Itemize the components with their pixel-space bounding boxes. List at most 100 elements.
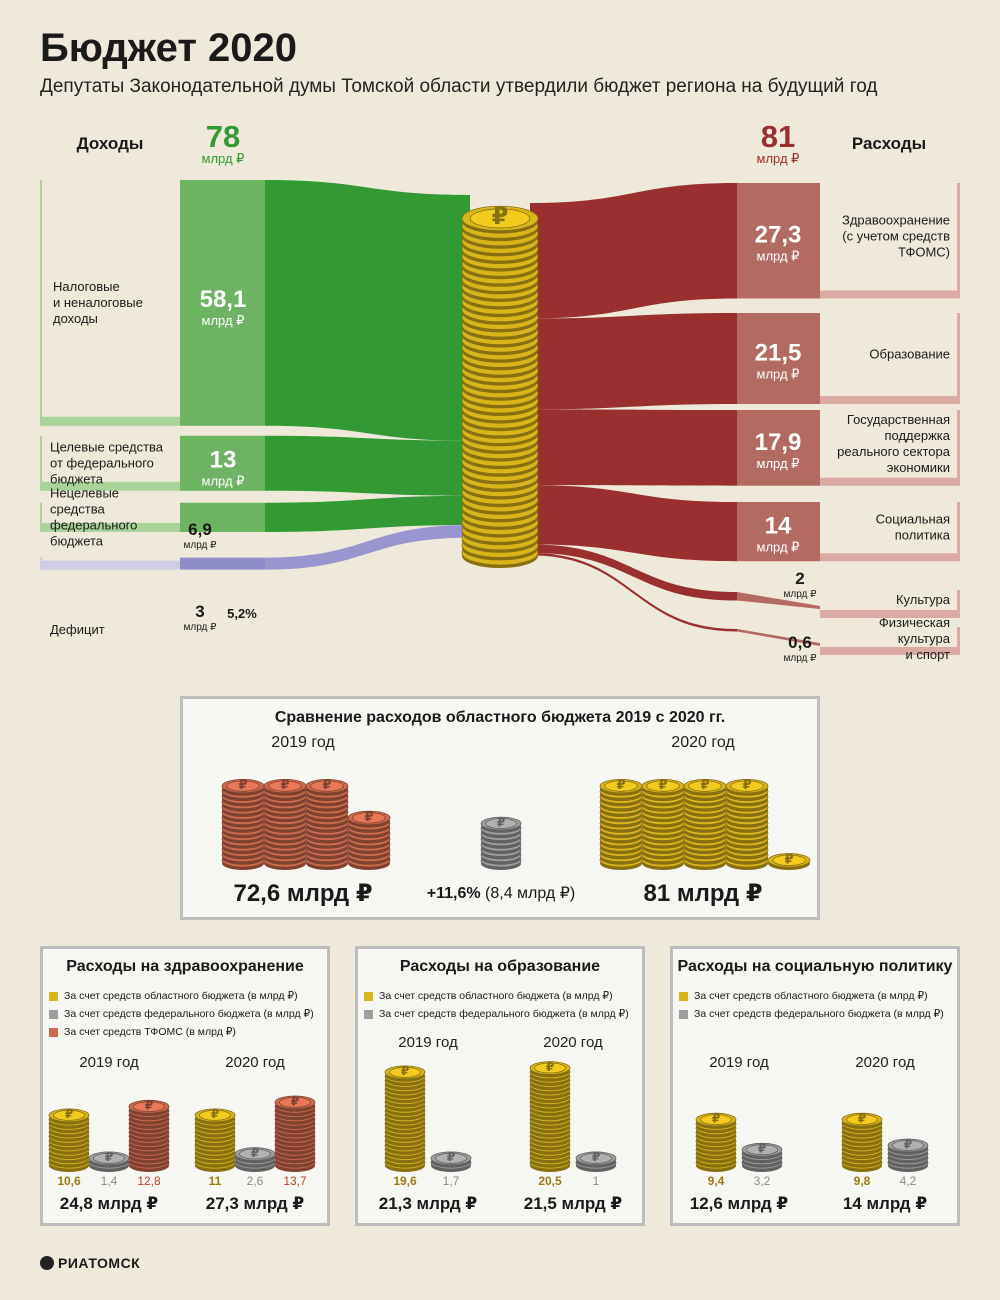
expense-value-unit: млрд ₽ <box>757 366 800 381</box>
ruble-icon: ₽ <box>238 778 247 793</box>
panel-value-label: 19,6 <box>393 1174 417 1188</box>
ruble-icon: ₽ <box>211 1107 219 1121</box>
income-bracket-bottom <box>40 560 180 570</box>
expense-label: Образование <box>869 346 950 361</box>
coin-top <box>646 780 680 792</box>
ruble-icon: ₽ <box>758 1142 766 1156</box>
logo-text: РИАТОМСК <box>58 1255 141 1271</box>
comparison-chart: 2019 год 2020 год ₽ ₽ ₽ ₽ ₽ ₽ ₽ ₽ ₽ ₽72,6 млрд ₽ 81 … <box>221 734 811 907</box>
income-bracket-bottom <box>40 416 180 426</box>
expense-label: Государственная <box>847 412 950 427</box>
ruble-icon: ₽ <box>497 815 505 829</box>
legend-item: За счет средств областного бюджета (в мл… <box>49 987 327 1005</box>
expense-flow-1 <box>530 313 737 410</box>
income-value-box <box>180 180 265 426</box>
panel-total-label: 21,5 млрд ₽ <box>524 1194 623 1213</box>
legend-label: За счет средств федерального бюджета (в … <box>64 1008 314 1020</box>
ruble-icon: ₽ <box>658 778 667 793</box>
legend-swatch <box>49 1027 58 1037</box>
panel-year-label: 2019 год <box>79 1054 139 1071</box>
income-flow-0 <box>265 180 470 441</box>
expense-value-label: 17,9 <box>755 429 802 456</box>
comparison-year-2020: 2020 год <box>671 734 735 751</box>
panel-total-label: 12,6 млрд ₽ <box>690 1194 789 1213</box>
expense-value-unit: млрд ₽ <box>757 249 800 264</box>
coin-stack: ₽ <box>641 778 685 870</box>
income-label: от федерального <box>50 455 154 470</box>
coin-stack: ₽ <box>347 810 391 870</box>
chart-healthcare: 2019 год ₽10,6 ₽1,4 ₽12,8 24,8 млрд ₽ 2020 го… <box>48 1054 316 1213</box>
panel-total-label: 14 млрд ₽ <box>843 1194 927 1213</box>
ruble-icon: ₽ <box>700 778 709 793</box>
panel-total-label: 27,3 млрд ₽ <box>206 1194 305 1213</box>
coin-top <box>278 1097 311 1108</box>
panel-healthcare: Расходы на здравоохранение За счет средс… <box>40 946 330 1226</box>
comparison-value-2020: 81 млрд ₽ <box>643 880 762 907</box>
income-value-label: 13 <box>210 446 237 473</box>
legend-label: За счет средств областного бюджета (в мл… <box>64 990 298 1002</box>
expense-value-label: 14 <box>765 513 792 540</box>
income-value-unit: млрд ₽ <box>202 473 245 488</box>
expense-bracket-right <box>957 627 960 655</box>
income-label: Налоговые <box>53 279 120 294</box>
panel-coin-stack: ₽ <box>48 1107 90 1172</box>
legend-item: За счет средств областного бюджета (в мл… <box>679 987 957 1005</box>
expense-bracket-bottom <box>820 553 960 562</box>
comparison-stacks-2020: ₽ ₽ ₽ ₽ ₽ <box>599 778 811 870</box>
expense-bracket-bottom <box>820 610 960 618</box>
coin-stack: ₽ <box>683 778 727 870</box>
panel-value-label: 20,5 <box>538 1174 562 1188</box>
ria-tomsk-logo: РИАТОМСК <box>40 1255 140 1271</box>
legend-item: За счет средств федерального бюджета (в … <box>364 1005 642 1023</box>
deficit-flow-start <box>180 557 265 570</box>
ruble-icon: ₽ <box>742 778 751 793</box>
income-label: Дефицит <box>50 622 105 637</box>
ruble-icon: ₽ <box>145 1099 153 1113</box>
expense-value-box <box>737 410 820 486</box>
coin-stack: ₽ <box>305 778 349 870</box>
legend-label: За счет средств федерального бюджета (в … <box>694 1008 944 1020</box>
legend-label: За счет средств областного бюджета (в мл… <box>379 990 613 1002</box>
coin-top <box>352 812 386 824</box>
coin-top <box>746 1144 779 1156</box>
expense-bracket-right <box>957 313 960 404</box>
coin-stack: ₽ <box>767 852 811 870</box>
panel-year-label: 2019 год <box>709 1054 769 1071</box>
expense-flow-2 <box>530 409 737 486</box>
page-subtitle: Депутаты Законодательной думы Томской об… <box>40 76 878 97</box>
expense-flow-0 <box>530 183 737 319</box>
panel-value-label: 9,4 <box>708 1174 725 1188</box>
legend-swatch <box>364 991 373 1001</box>
coin-top <box>699 1114 733 1125</box>
expense-value-label: 2 <box>795 569 804 588</box>
panel-coin-stack: ₽ <box>234 1146 276 1172</box>
coin-top <box>688 780 722 792</box>
expense-label: и спорт <box>905 647 950 662</box>
coin-top <box>891 1140 924 1151</box>
panel-coin-stack: ₽ <box>695 1111 737 1172</box>
panel-total-label: 21,3 млрд ₽ <box>379 1194 478 1213</box>
coin-top <box>198 1109 231 1121</box>
comparison-panel: Сравнение расходов областного бюджета 20… <box>180 696 820 920</box>
ruble-icon: ₽ <box>784 852 793 867</box>
income-label: федерального <box>50 517 137 532</box>
expense-value-unit: млрд ₽ <box>757 456 800 471</box>
expense-bracket-bottom <box>820 477 960 486</box>
page-title: Бюджет 2020 <box>40 26 298 70</box>
coin-top <box>730 780 764 792</box>
panel-year-label: 2020 год <box>855 1054 915 1071</box>
panel-coin-stack: ₽ <box>194 1107 236 1172</box>
expense-bracket-bottom <box>820 647 960 655</box>
central-coin-stack: ₽ <box>461 202 539 568</box>
legend-swatch <box>49 991 58 1001</box>
income-label: доходы <box>53 311 98 326</box>
income-flow-2 <box>265 495 470 532</box>
legend-item: За счет средств федерального бюджета (в … <box>49 1005 327 1023</box>
panel-value-label: 1 <box>593 1174 600 1188</box>
ruble-icon: ₽ <box>364 810 373 825</box>
income-label: Нецелевые <box>50 485 119 500</box>
ruble-icon: ₽ <box>592 1150 600 1164</box>
coin-top <box>579 1152 612 1164</box>
coin-stack: ₽ <box>599 778 643 870</box>
